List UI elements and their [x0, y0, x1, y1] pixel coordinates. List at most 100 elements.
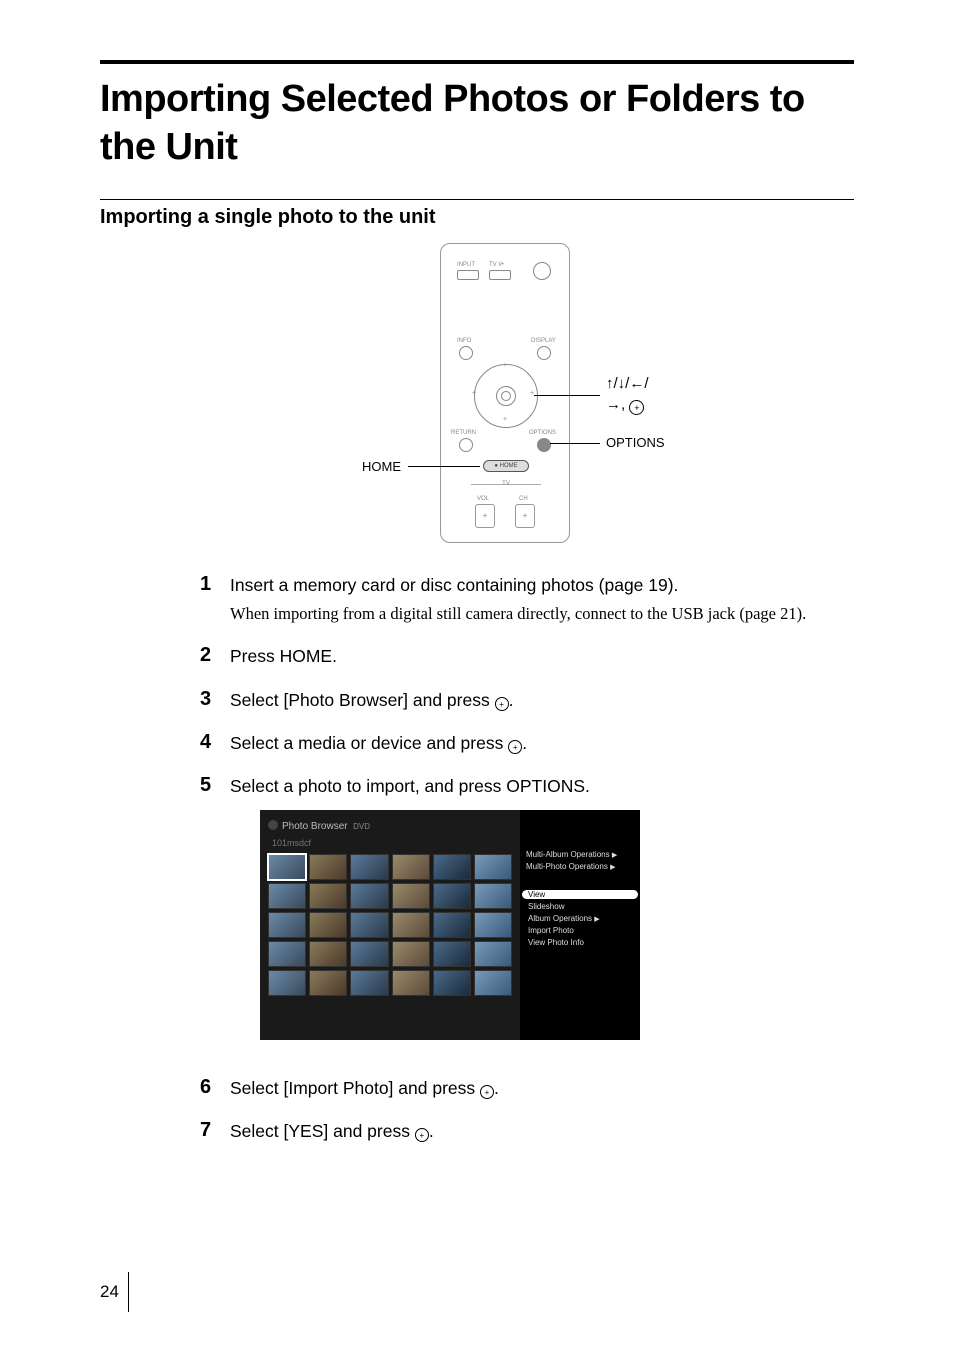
menu-item: Import Photo: [526, 926, 634, 935]
thumbnail: [474, 970, 512, 996]
return-button: [459, 438, 473, 452]
thumbnail: [392, 912, 430, 938]
step-num: 3: [200, 688, 230, 713]
menu-item: Multi-Photo Operations ▶: [526, 862, 634, 871]
thumbnail: [433, 854, 471, 880]
enter-icon: +: [415, 1128, 429, 1142]
thumbnail-grid: [268, 854, 512, 996]
step-text: Select [YES] and press +.: [230, 1119, 834, 1144]
thumbnail: [474, 883, 512, 909]
tv-power-label: TV I/•: [489, 262, 504, 268]
ch-label: CH: [519, 496, 528, 502]
page-tick: [128, 1272, 129, 1312]
options-label: OPTIONS: [529, 430, 556, 436]
step-7: 7 Select [YES] and press +.: [200, 1119, 834, 1144]
dpad: + + + +: [474, 364, 538, 428]
ch-button: +: [515, 504, 535, 528]
dpad-callout-line: [534, 395, 600, 396]
thumbnail: [392, 854, 430, 880]
thumbnail: [433, 941, 471, 967]
thumbnail: [268, 941, 306, 967]
step-2: 2 Press HOME.: [200, 644, 834, 669]
step-num: 1: [200, 573, 230, 626]
menu-item-selected: View: [522, 890, 638, 899]
display-button: [537, 346, 551, 360]
steps-list: 1 Insert a memory card or disc containin…: [200, 573, 834, 1145]
step-text: Insert a memory card or disc containing …: [230, 573, 834, 598]
options-callout: OPTIONS: [606, 435, 665, 450]
thumbnail: [433, 970, 471, 996]
menu-item: Multi-Album Operations ▶: [526, 850, 634, 859]
step-3: 3 Select [Photo Browser] and press +.: [200, 688, 834, 713]
step-num: 2: [200, 644, 230, 669]
dpad-callout: ↑/↓/←/ →, +: [606, 373, 649, 415]
power-button: [533, 262, 551, 280]
thumbnail: [392, 883, 430, 909]
step-num: 6: [200, 1076, 230, 1101]
step-num: 5: [200, 774, 230, 1057]
subsection-title: Importing a single photo to the unit: [100, 206, 854, 229]
home-callout: HOME: [362, 459, 401, 474]
step-text: Select a photo to import, and press OPTI…: [230, 774, 834, 799]
step-text: Press HOME.: [230, 644, 834, 669]
thumbnail: [350, 970, 388, 996]
menu-item: Slideshow: [526, 902, 634, 911]
vol-label: VOL: [477, 496, 489, 502]
info-button: [459, 346, 473, 360]
thumbnail: [350, 854, 388, 880]
photo-browser-screenshot: Photo Browser DVD 101msdcf Multi-Album O…: [260, 810, 640, 1040]
step-1: 1 Insert a memory card or disc containin…: [200, 573, 834, 626]
page-number: 24: [100, 1282, 119, 1302]
thumbnail: [309, 970, 347, 996]
page-title: Importing Selected Photos or Folders to …: [100, 76, 854, 171]
menu-item: View Photo Info: [526, 938, 634, 947]
enter-icon: +: [508, 740, 522, 754]
step-4: 4 Select a media or device and press +.: [200, 731, 834, 756]
step-6: 6 Select [Import Photo] and press +.: [200, 1076, 834, 1101]
thumbnail: [309, 912, 347, 938]
thumbnail: [474, 941, 512, 967]
thumbnail: [474, 912, 512, 938]
step-note: When importing from a digital still came…: [230, 602, 834, 626]
remote-outline: INPUT TV I/• INFO DISPLAY + + + + RETURN…: [440, 243, 570, 543]
thumbnail: [309, 854, 347, 880]
thumbnail: [268, 970, 306, 996]
display-label: DISPLAY: [531, 338, 556, 344]
enter-icon: +: [495, 697, 509, 711]
step-5: 5 Select a photo to import, and press OP…: [200, 774, 834, 1057]
return-label: RETURN: [451, 430, 476, 436]
ss-folder: 101msdcf: [272, 838, 512, 848]
options-callout-line: [550, 443, 600, 444]
remote-diagram: INPUT TV I/• INFO DISPLAY + + + + RETURN…: [100, 243, 854, 553]
thumbnail: [309, 941, 347, 967]
step-text: Select a media or device and press +.: [230, 731, 834, 756]
thumbnail: [309, 883, 347, 909]
home-callout-line: [408, 466, 480, 467]
subsection-rule: [100, 199, 854, 200]
ss-title: Photo Browser DVD: [268, 820, 512, 832]
enter-icon: +: [480, 1085, 494, 1099]
step-num: 7: [200, 1119, 230, 1144]
info-label: INFO: [457, 338, 471, 344]
step-text: Select [Import Photo] and press +.: [230, 1076, 834, 1101]
top-rule: [100, 60, 854, 64]
thumbnail: [433, 912, 471, 938]
thumbnail: [350, 941, 388, 967]
step-text: Select [Photo Browser] and press +.: [230, 688, 834, 713]
tv-power-button: [489, 270, 511, 280]
thumbnail: [350, 883, 388, 909]
menu-item: Album Operations ▶: [526, 914, 634, 923]
options-menu: Multi-Album Operations ▶ Multi-Photo Ope…: [520, 810, 640, 1040]
thumbnail: [268, 912, 306, 938]
step-num: 4: [200, 731, 230, 756]
home-button: ● HOME: [483, 460, 529, 472]
tv-group: TV: [471, 484, 541, 487]
thumbnail: [350, 912, 388, 938]
thumbnail: [392, 970, 430, 996]
thumbnail: [392, 941, 430, 967]
vol-button: +: [475, 504, 495, 528]
thumbnail: [268, 854, 306, 880]
enter-icon: +: [629, 400, 644, 415]
input-button: [457, 270, 479, 280]
thumbnail: [474, 854, 512, 880]
